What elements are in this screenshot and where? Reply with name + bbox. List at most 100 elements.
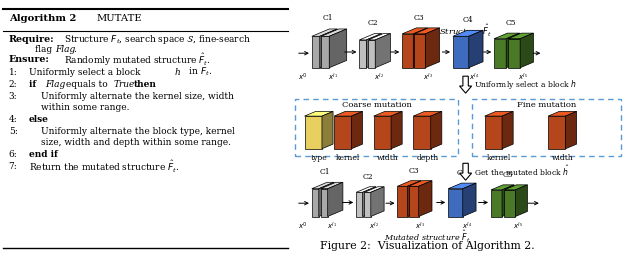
- Polygon shape: [520, 33, 534, 68]
- Text: C2: C2: [367, 19, 378, 27]
- Text: size, width and depth within some range.: size, width and depth within some range.: [41, 138, 231, 147]
- Text: True: True: [113, 80, 135, 89]
- Polygon shape: [356, 187, 376, 192]
- Polygon shape: [321, 189, 328, 216]
- Polygon shape: [491, 190, 502, 216]
- Polygon shape: [374, 116, 391, 149]
- Text: in $F_t$.: in $F_t$.: [186, 66, 212, 78]
- Polygon shape: [364, 187, 384, 192]
- Text: 3:: 3:: [9, 92, 17, 101]
- Polygon shape: [448, 189, 463, 216]
- Text: Get the mutated block $\hat{h}$: Get the mutated block $\hat{h}$: [474, 164, 570, 179]
- Text: C4: C4: [456, 169, 467, 177]
- Polygon shape: [312, 182, 334, 189]
- Polygon shape: [334, 116, 351, 149]
- Polygon shape: [356, 192, 362, 216]
- Polygon shape: [322, 112, 333, 149]
- Polygon shape: [504, 185, 527, 190]
- Text: $x^{l_3}$: $x^{l_3}$: [415, 221, 425, 232]
- Text: Mutated structure $\hat{F}_t$: Mutated structure $\hat{F}_t$: [385, 229, 471, 245]
- Polygon shape: [305, 116, 322, 149]
- Text: Coarse mutation: Coarse mutation: [342, 101, 412, 109]
- Polygon shape: [468, 30, 483, 68]
- Text: Algorithm 2: Algorithm 2: [9, 14, 76, 23]
- Polygon shape: [515, 185, 527, 216]
- Text: $x^{l_2}$: $x^{l_2}$: [374, 72, 384, 83]
- Text: Uniformly select a block: Uniformly select a block: [29, 68, 143, 77]
- Polygon shape: [312, 36, 320, 68]
- Text: Structure $F_t$, search space $\mathcal{S}$, fine-search: Structure $F_t$, search space $\mathcal{…: [64, 33, 251, 46]
- Text: 2:: 2:: [9, 80, 17, 89]
- Polygon shape: [504, 190, 515, 216]
- Text: $x^{l_2}$: $x^{l_2}$: [369, 221, 378, 232]
- Text: C3: C3: [409, 167, 420, 175]
- Text: $x^0$: $x^0$: [298, 221, 308, 232]
- Text: kernel: kernel: [336, 154, 360, 162]
- Text: end if: end if: [29, 150, 58, 159]
- Polygon shape: [508, 39, 520, 68]
- Text: C5: C5: [502, 171, 513, 180]
- Text: 5:: 5:: [9, 127, 18, 136]
- Polygon shape: [460, 76, 472, 93]
- Text: C5: C5: [506, 19, 516, 27]
- Text: $x^0$: $x^0$: [298, 72, 308, 83]
- Text: width: width: [377, 154, 399, 162]
- Polygon shape: [374, 112, 402, 116]
- Polygon shape: [508, 33, 534, 39]
- Text: 4:: 4:: [9, 115, 17, 124]
- Text: flag: flag: [35, 45, 55, 54]
- Polygon shape: [360, 34, 381, 40]
- Polygon shape: [351, 112, 362, 149]
- Text: Ensure:: Ensure:: [9, 55, 50, 65]
- Text: Figure 2:  Visualization of Algorithm 2.: Figure 2: Visualization of Algorithm 2.: [320, 241, 535, 251]
- Text: MUTATE: MUTATE: [96, 14, 141, 23]
- Text: type: type: [310, 154, 327, 162]
- Polygon shape: [371, 187, 384, 216]
- Polygon shape: [494, 33, 520, 39]
- Polygon shape: [413, 112, 442, 116]
- Polygon shape: [334, 112, 362, 116]
- Text: Require:: Require:: [9, 35, 54, 44]
- Text: $x^{l_5}$: $x^{l_5}$: [513, 221, 523, 232]
- Text: .: .: [73, 45, 76, 54]
- Polygon shape: [321, 182, 343, 189]
- Text: 7:: 7:: [9, 163, 17, 171]
- Polygon shape: [460, 163, 472, 180]
- Polygon shape: [312, 29, 337, 36]
- Polygon shape: [414, 34, 426, 68]
- Text: Randomly mutated structure $\hat{F}_t$.: Randomly mutated structure $\hat{F}_t$.: [64, 52, 211, 68]
- Polygon shape: [414, 28, 440, 34]
- Polygon shape: [426, 28, 440, 68]
- Polygon shape: [368, 40, 375, 68]
- Polygon shape: [328, 182, 343, 216]
- Polygon shape: [431, 112, 442, 149]
- Text: $x^{l_4}$: $x^{l_4}$: [462, 221, 472, 232]
- Text: depth: depth: [417, 154, 438, 162]
- Polygon shape: [494, 39, 506, 68]
- Text: then: then: [134, 80, 157, 89]
- Polygon shape: [448, 183, 476, 189]
- Polygon shape: [484, 116, 502, 149]
- Polygon shape: [364, 192, 371, 216]
- Polygon shape: [312, 189, 319, 216]
- Text: $x^{l_4}$: $x^{l_4}$: [468, 72, 479, 83]
- Text: 6:: 6:: [9, 150, 17, 159]
- Text: else: else: [29, 115, 49, 124]
- Text: C1: C1: [323, 14, 333, 22]
- Text: kernel: kernel: [487, 154, 511, 162]
- Polygon shape: [321, 29, 347, 36]
- Polygon shape: [484, 112, 513, 116]
- Polygon shape: [319, 182, 334, 216]
- Text: Fine mutation: Fine mutation: [517, 101, 576, 109]
- Text: 1:: 1:: [9, 68, 17, 77]
- Text: C2: C2: [363, 173, 374, 181]
- Text: Uniformly select a block $h$: Uniformly select a block $h$: [474, 78, 577, 91]
- Polygon shape: [502, 112, 513, 149]
- Polygon shape: [321, 36, 329, 68]
- Text: Flag: Flag: [55, 45, 76, 54]
- Polygon shape: [506, 33, 520, 68]
- Text: equals to: equals to: [63, 80, 110, 89]
- Polygon shape: [453, 30, 483, 36]
- Polygon shape: [362, 187, 376, 216]
- Polygon shape: [419, 181, 432, 216]
